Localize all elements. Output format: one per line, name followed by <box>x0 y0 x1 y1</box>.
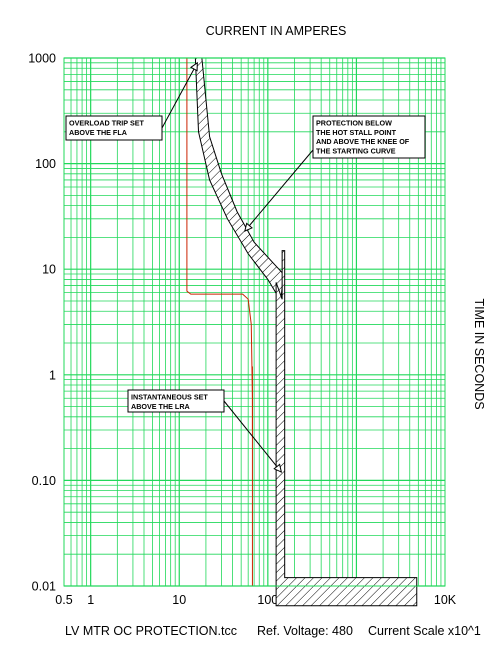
tick-labels: 0.51101001K10K10001001010.100.01 <box>28 52 457 608</box>
hatched-region <box>275 250 418 607</box>
annotation-text: OVERLOAD TRIP SET <box>69 119 145 128</box>
y-tick-label: 0.01 <box>32 580 56 594</box>
annotation-arrowhead <box>244 222 253 232</box>
footer-file: LV MTR OC PROTECTION.tcc <box>65 624 237 638</box>
footer-current-scale: Current Scale x10^1 <box>368 624 481 638</box>
annotation-leader <box>244 149 314 232</box>
y-tick-label: 0.10 <box>32 474 56 488</box>
annotation-text: PROTECTION BELOW <box>316 119 392 128</box>
annotation-text: ABOVE THE FLA <box>69 128 127 137</box>
x-tick-label: 0.5 <box>55 593 72 607</box>
annotation-leader <box>223 400 282 473</box>
annotation-leader <box>161 62 198 129</box>
annotation-box <box>65 115 163 141</box>
annotation-text: THE HOT STALL POINT <box>316 128 397 137</box>
grid <box>63 57 445 587</box>
y-tick-label: 1 <box>49 368 56 382</box>
x-tick-label: 1 <box>87 593 94 607</box>
y-tick-label: 1000 <box>28 52 56 66</box>
annotation-text: INSTANTANEOUS SET <box>131 393 208 402</box>
annotation-arrowhead <box>189 61 198 72</box>
annotation-text: ABOVE THE LRA <box>131 402 190 411</box>
annotation-arrowhead <box>273 463 283 473</box>
y-tick-label: 10 <box>42 263 56 277</box>
annotation-text: THE STARTING CURVE <box>316 146 396 155</box>
x-tick-label: 100 <box>257 593 278 607</box>
annotation-box <box>312 115 426 159</box>
y-tick-label: 100 <box>35 157 56 171</box>
hatched-band <box>194 57 284 303</box>
footer-ref-voltage: Ref. Voltage: 480 <box>257 624 353 638</box>
annotation-text: AND ABOVE THE KNEE OF <box>316 137 410 146</box>
x-tick-label: 10K <box>434 593 457 607</box>
y-axis-label: TIME IN SECONDS <box>472 298 486 409</box>
chart-title: CURRENT IN AMPERES <box>206 24 347 38</box>
plot-frame <box>63 57 446 587</box>
series-line <box>186 58 253 586</box>
series <box>186 57 418 607</box>
x-tick-label: 10 <box>172 593 186 607</box>
